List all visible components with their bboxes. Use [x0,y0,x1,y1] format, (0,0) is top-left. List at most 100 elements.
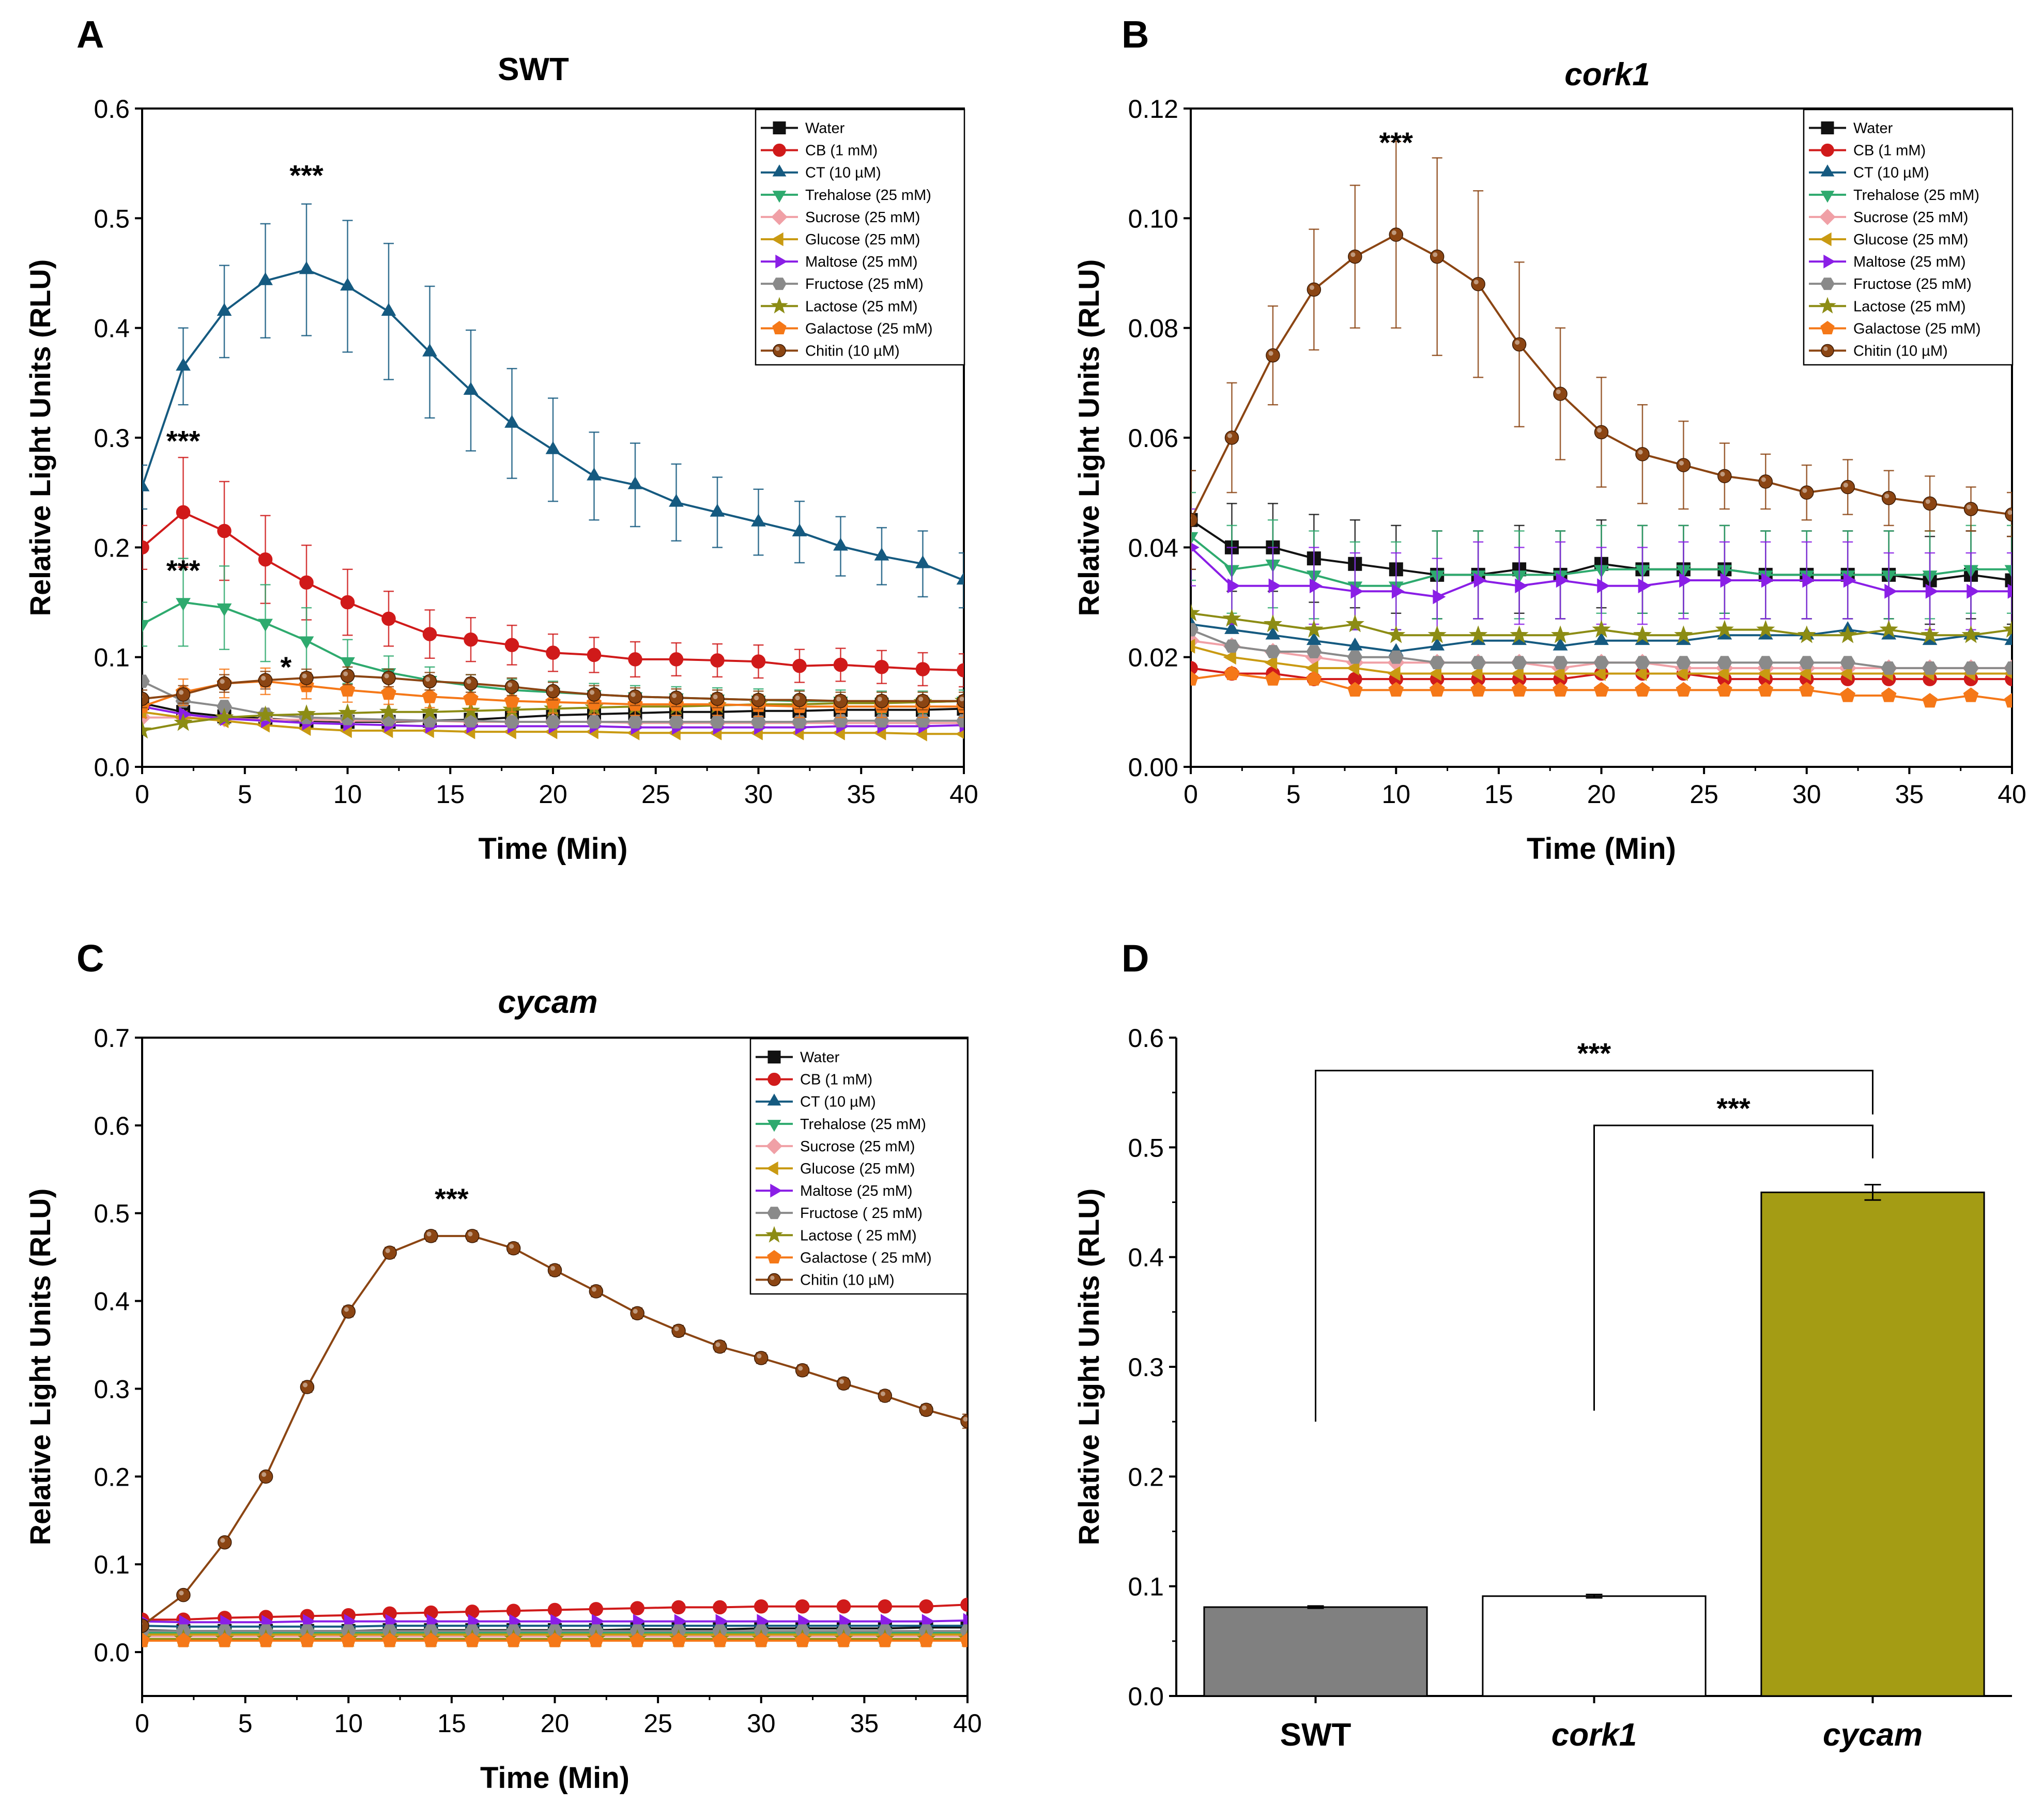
x-tick-label: 0 [135,780,149,809]
data-point [1387,625,1406,643]
data-point-shine [550,1266,556,1271]
data-point [1433,589,1446,605]
data-point-shine [1391,230,1396,235]
legend-label: Glucose (25 mM) [800,1161,915,1177]
data-point [792,692,807,707]
data-point [836,1376,851,1391]
data-point [1922,692,1938,708]
legend-label: Lactose (25 mM) [1853,298,1966,315]
data-point [1676,458,1691,472]
data-point [751,654,766,669]
data-point [1347,637,1363,651]
legend-item: Maltose (25 mM) [1809,254,1966,270]
data-point-shine [508,682,513,687]
data-point [547,1263,562,1277]
data-point [547,1602,562,1617]
data-point [463,690,479,705]
data-point-shine [631,692,636,697]
data-point [1389,227,1403,242]
legend-label: Sucrose (25 mM) [805,209,920,226]
data-point [142,620,150,633]
data-point [382,1632,397,1647]
data-point [258,1632,274,1647]
x-tick-label: 40 [949,780,978,809]
data-point [546,684,560,699]
data-point-shine [1350,252,1356,257]
data-point [1227,578,1240,594]
legend-label: Lactose (25 mM) [805,298,918,315]
data-point-shine [1638,450,1643,455]
legend-label: Glucose (25 mM) [1853,232,1968,248]
data-point [176,1632,191,1647]
data-point-shine [1720,471,1725,476]
data-point [258,619,273,632]
data-point [1676,682,1692,697]
data-point [2007,583,2012,599]
x-tick-label: 40 [1998,780,2026,809]
legend-marker [770,1183,782,1198]
data-point [1634,666,1647,681]
data-point [1511,682,1527,697]
data-point-shine [836,697,841,702]
data-point [918,1632,934,1647]
data-point-shine [1761,477,1766,482]
legend-item: CT (10 µM) [761,164,881,181]
data-point [381,303,396,316]
x-tick-label: 35 [850,1709,879,1738]
data-point [2005,507,2012,522]
legend-item: Galactose (25 mM) [761,320,933,337]
data-point [877,1632,893,1647]
data-point [341,1632,357,1647]
x-tick-label: 5 [1286,780,1301,809]
data-point [795,1363,810,1378]
legend-box [1803,109,2014,366]
y-axis-label: Relative Light Units (RLU) [24,259,56,616]
data-point [1594,632,1609,645]
legend-item: CT (10 µM) [756,1093,876,1110]
data-point [1799,682,1815,697]
legend-label: CB (1 mM) [1853,143,1926,159]
legend-label: Fructose ( 25 mM) [800,1205,923,1222]
data-point [1224,621,1239,634]
data-point-shine [963,1416,967,1422]
data-point [217,1632,233,1647]
data-point [1512,337,1527,352]
data-point [1224,639,1240,653]
legend-marker-shine [775,346,780,351]
legend-marker [1820,191,1835,203]
legend-label: Sucrose (25 mM) [800,1138,915,1155]
data-point [833,537,848,551]
legend-marker [767,1072,781,1086]
legend-label: Glucose (25 mM) [805,232,920,248]
significance-bracket [1315,1070,1873,1422]
data-point [630,1306,644,1321]
data-point-shine [1843,483,1848,488]
x-tick-label: 25 [1689,780,1718,809]
data-point [1840,656,1856,670]
data-point [174,713,193,731]
data-point [1469,666,1483,681]
x-tick-label: 0 [135,1709,149,1738]
legend-label: Galactose ( 25 mM) [800,1250,932,1266]
data-point-shine [262,1472,267,1477]
y-tick-label: 0.4 [94,1287,130,1316]
data-point [1674,625,1693,643]
panel-c: C 0.0 0.1 0.2 0.3 0.4 0.5 0.6 0.7 0 5 10 15 20 25 30 35 4… [24,937,982,1795]
y-tick-label: 0.3 [1128,1353,1164,1382]
data-point [1594,425,1609,440]
data-point [1305,660,1318,676]
y-tick-label: 0.5 [94,1199,130,1228]
legend-item: Trehalose (25 mM) [756,1116,926,1133]
data-point-shine [757,1353,762,1359]
data-point-shine [674,1326,679,1332]
data-point [1429,682,1445,697]
data-point [1469,625,1488,643]
legend-marker [1820,277,1835,290]
data-point [1716,666,1729,681]
data-point [1881,661,1897,675]
y-tick-label: 0.5 [1128,1133,1164,1162]
data-point [1510,625,1529,643]
data-point [1388,682,1404,697]
data-point-shine [509,1244,514,1249]
